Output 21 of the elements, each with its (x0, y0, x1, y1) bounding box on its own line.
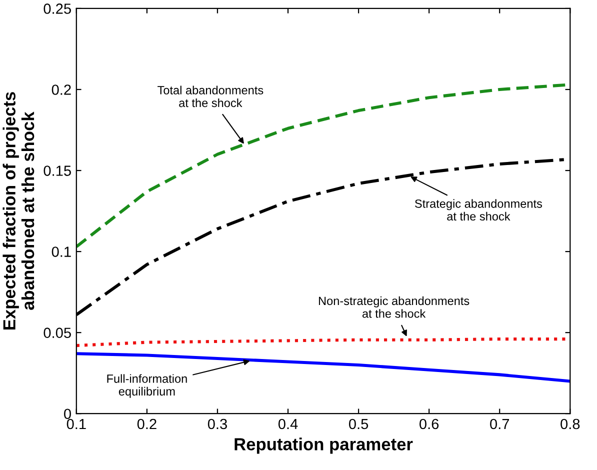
annotation: Strategic abandonments at the shock (415, 199, 542, 221)
y-tick-label: 0.2 (52, 84, 71, 95)
x-tick-label: 0.1 (66, 418, 86, 430)
x-tick-label: 0.3 (208, 418, 227, 430)
x-tick-label: 0.4 (278, 418, 298, 430)
x-tick-label: 0.5 (348, 418, 368, 430)
y-tick-label: 0 (64, 408, 71, 420)
y-axis-title: Expected fraction of projects abandoned at the shock (2, 92, 34, 330)
annotation: Full-information equilibrium (107, 374, 187, 398)
x-tick-label: 0.6 (420, 418, 439, 430)
line-series (76, 352, 570, 383)
y-tick-label: 0.1 (52, 246, 71, 257)
x-axis-title: Reputation parameter (234, 438, 413, 454)
x-tick-label: 0.7 (490, 418, 510, 430)
annotation: Total abandonments at the shock (158, 86, 264, 108)
x-tick-label: 0.8 (560, 418, 580, 430)
y-tick-label: 0.25 (44, 4, 71, 14)
y-tick-label: 0.15 (44, 166, 71, 176)
x-tick-label: 0.2 (137, 418, 156, 430)
annotation: Non-strategic abandonments at the shock (318, 296, 470, 318)
y-tick-label: 0.05 (44, 328, 71, 338)
